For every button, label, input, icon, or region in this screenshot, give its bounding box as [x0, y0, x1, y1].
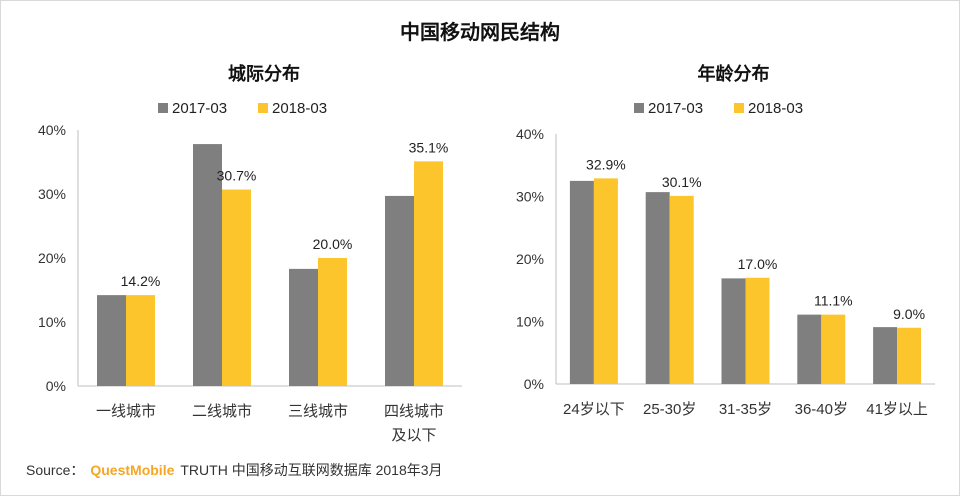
- x-tick-label: 四线城市: [384, 403, 444, 420]
- legend-label-1: 2017-03: [172, 100, 227, 117]
- data-label: 9.0%: [893, 306, 925, 322]
- y-tick-label: 10%: [38, 314, 66, 330]
- questmobile-logo: QuestMobile: [90, 462, 175, 478]
- y-tick-label: 10%: [516, 314, 544, 330]
- bar-2-1: [593, 178, 618, 384]
- bar-1-1: [569, 180, 594, 384]
- x-tick-label: 二线城市: [192, 403, 252, 420]
- bar-1-2: [193, 144, 222, 386]
- data-label: 30.1%: [662, 174, 702, 190]
- bar-2-4: [821, 314, 846, 384]
- x-tick-label: 25-30岁: [643, 401, 696, 418]
- source-text: TRUTH 中国移动互联网数据库 2018年3月: [180, 462, 443, 478]
- y-tick-label: 20%: [38, 250, 66, 266]
- bar-2-5: [897, 327, 922, 384]
- x-tick-label: 三线城市: [288, 403, 348, 420]
- legend-label-2: 2018-03: [748, 100, 803, 117]
- data-label: 32.9%: [586, 156, 626, 172]
- data-label: 17.0%: [738, 256, 778, 272]
- bar-2-4: [414, 161, 443, 386]
- data-label: 20.0%: [313, 236, 353, 252]
- x-tick-label: 及以下: [391, 427, 436, 444]
- bar-1-4: [385, 195, 414, 386]
- chart-title: 城际分布: [228, 63, 300, 84]
- data-label: 14.2%: [121, 273, 161, 289]
- y-tick-label: 20%: [516, 251, 544, 267]
- bar-2-2: [222, 189, 251, 386]
- source-label: Source：: [26, 462, 85, 478]
- y-tick-label: 30%: [516, 189, 544, 205]
- x-tick-label: 24岁以下: [563, 401, 625, 418]
- x-tick-label: 31-35岁: [719, 401, 772, 418]
- legend-swatch-1: [634, 103, 644, 113]
- bar-2-3: [318, 258, 347, 386]
- legend-label-1: 2017-03: [648, 100, 703, 117]
- data-label: 11.1%: [814, 293, 853, 309]
- bar-2-2: [669, 195, 694, 384]
- bar-1-5: [873, 327, 898, 384]
- bar-1-3: [289, 268, 318, 386]
- bar-1-3: [721, 278, 746, 384]
- x-tick-label: 36-40岁: [795, 401, 848, 418]
- x-tick-label: 一线城市: [96, 403, 156, 420]
- legend-label-2: 2018-03: [272, 100, 327, 117]
- bar-1-1: [97, 295, 126, 386]
- page-title: 中国移动网民结构: [400, 22, 560, 44]
- bar-1-2: [645, 192, 670, 384]
- y-tick-label: 40%: [38, 122, 66, 138]
- y-tick-label: 0%: [524, 376, 544, 392]
- data-label: 30.7%: [217, 168, 257, 184]
- chart-title: 年龄分布: [698, 63, 770, 84]
- legend-swatch-2: [258, 103, 268, 113]
- x-tick-label: 41岁以上: [866, 401, 928, 418]
- data-label: 35.1%: [409, 139, 449, 155]
- legend-swatch-1: [158, 103, 168, 113]
- y-tick-label: 0%: [46, 378, 66, 394]
- bar-2-3: [745, 277, 770, 384]
- source-note: Source： QuestMobile TRUTH 中国移动互联网数据库 2018年…: [26, 460, 443, 480]
- bar-2-1: [126, 295, 155, 386]
- legend-swatch-2: [734, 103, 744, 113]
- y-tick-label: 30%: [38, 186, 66, 202]
- bar-1-4: [797, 314, 822, 384]
- y-tick-label: 40%: [516, 126, 544, 142]
